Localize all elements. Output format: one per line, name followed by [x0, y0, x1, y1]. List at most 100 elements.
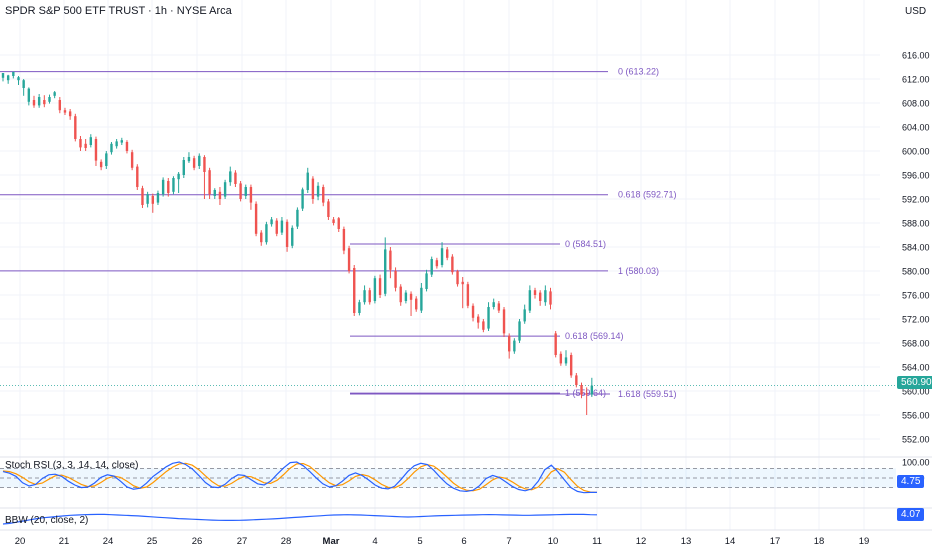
candle-body [332, 219, 335, 223]
y-tick-label: 560.00 [902, 387, 930, 397]
candle-body [544, 290, 547, 303]
candle-body [384, 249, 387, 294]
candle-body [404, 292, 408, 301]
candle-body [94, 139, 98, 161]
candle-body [213, 190, 216, 196]
y-tick-label: 600.00 [902, 147, 930, 157]
candle-body [43, 100, 46, 105]
candle-body [301, 189, 304, 209]
candle-body [182, 160, 185, 175]
candle-body [585, 393, 588, 395]
candle-body [110, 143, 113, 153]
x-tick-label: 17 [770, 536, 781, 547]
candle-body [223, 182, 227, 197]
candle-body [125, 142, 129, 151]
candle-body [249, 187, 253, 203]
candle-body [461, 281, 464, 285]
candle-body [22, 80, 25, 88]
candle-body [63, 110, 67, 113]
y-tick-label: 608.00 [902, 99, 930, 109]
candle-body [337, 218, 340, 229]
candle-body [265, 224, 268, 243]
candle-body [306, 172, 309, 190]
candle-body [497, 303, 501, 311]
candle-body [198, 155, 201, 166]
y-tick-label: 580.00 [902, 267, 930, 277]
candle-body [528, 290, 532, 311]
x-tick-label: 11 [592, 536, 602, 547]
y-tick-label: 564.00 [902, 363, 930, 373]
candle-body [68, 111, 72, 117]
candle-body [187, 157, 191, 162]
chart-title: SPDR S&P 500 ETF TRUST · 1h · NYSE Arca [5, 5, 232, 17]
x-tick-label: 19 [859, 536, 870, 547]
y-tick-label: 552.00 [902, 435, 930, 445]
candle-body [477, 316, 480, 323]
candle-body [48, 97, 51, 102]
candle-body [451, 256, 454, 273]
candle-body [425, 273, 428, 289]
stoch-tick-label: 100.00 [902, 458, 930, 468]
candle-body [27, 88, 31, 102]
candle-body [538, 292, 542, 301]
candle-body [6, 75, 10, 81]
last-price-tag: 560.90 [897, 376, 932, 389]
candle-body [311, 178, 315, 199]
y-tick-label: 596.00 [902, 171, 930, 181]
candle-body [513, 340, 516, 352]
candle-body [502, 309, 506, 334]
fib-level-label: 1 (580.03) [618, 266, 659, 276]
x-tick-label: 10 [548, 536, 559, 547]
candle-body [523, 309, 526, 322]
y-tick-label: 592.00 [902, 195, 930, 205]
candle-body [554, 333, 557, 355]
fib-level-label: 0 (613.22) [618, 67, 659, 77]
candle-body [17, 77, 20, 81]
candle-body [430, 259, 433, 275]
x-tick-label: 13 [681, 536, 692, 547]
candle-body [466, 284, 470, 306]
candle-body [192, 158, 196, 168]
fib-level-label: 0.618 (592.71) [618, 190, 677, 200]
candle-body [347, 248, 351, 271]
candle-body [316, 185, 320, 197]
candle-body [105, 153, 108, 166]
x-tick-label: 4 [372, 536, 377, 547]
candle-body [378, 278, 382, 295]
candle-body [549, 291, 552, 305]
x-tick-label: 18 [814, 536, 825, 547]
candle-body [177, 173, 180, 180]
candle-body [353, 268, 356, 313]
candle-body [156, 193, 160, 203]
candle-body [456, 271, 459, 285]
candle-body [120, 140, 123, 143]
candle-body [130, 152, 134, 168]
candle-body [368, 290, 371, 303]
candle-body [415, 298, 418, 310]
candle-body [482, 321, 485, 330]
y-tick-label: 616.00 [902, 51, 930, 61]
candle-body [435, 260, 439, 267]
candle-body [575, 375, 578, 385]
x-tick-label: 12 [636, 536, 647, 547]
candle-body [389, 250, 392, 270]
candle-body [590, 385, 594, 395]
candle-body [229, 171, 232, 183]
candle-body [280, 220, 284, 233]
candle-body [115, 141, 118, 147]
candle-body [208, 170, 211, 195]
candle-body [218, 191, 222, 199]
x-tick-label: 20 [15, 536, 26, 547]
candle-body [440, 248, 444, 265]
candle-body [203, 157, 206, 172]
candle-body [89, 137, 93, 145]
candle-body [322, 187, 325, 203]
y-tick-label: 568.00 [902, 339, 930, 349]
bbw-line [2, 513, 598, 525]
candle-body [161, 179, 165, 195]
candle-body [74, 116, 77, 139]
candle-body [79, 139, 82, 148]
fib-level-label: 1 (559.64) [565, 388, 606, 398]
candle-body [239, 183, 242, 199]
